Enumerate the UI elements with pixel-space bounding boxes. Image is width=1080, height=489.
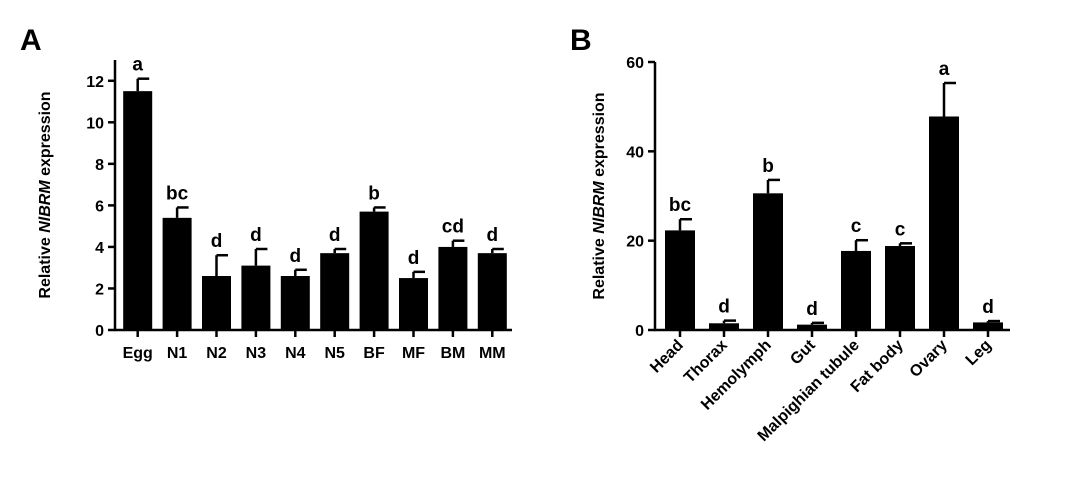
bar-gut — [797, 324, 827, 330]
x-tick-label-leg: Leg — [963, 337, 995, 369]
y-tick-label: 8 — [95, 157, 104, 174]
significance-label-n3: d — [250, 225, 262, 246]
significance-label-bm: cd — [442, 217, 464, 238]
bar-mm — [477, 253, 507, 330]
bar-n5 — [320, 253, 350, 330]
significance-label-malpighian-tubule: c — [851, 216, 862, 237]
x-tick-label-ovary: Ovary — [907, 337, 951, 381]
bar-mf — [399, 278, 428, 330]
significance-label-egg: a — [132, 55, 143, 76]
x-tick-label-mf: MF — [402, 345, 425, 362]
bar-egg — [123, 91, 153, 331]
y-tick-label: 10 — [86, 115, 104, 132]
bar-hemolymph — [753, 193, 783, 330]
y-tick-label: 2 — [95, 281, 104, 298]
bar-n3 — [241, 265, 271, 330]
y-axis-title: Relative NlBRM expression — [37, 91, 54, 298]
x-tick-label-egg: Egg — [123, 345, 153, 362]
bar-leg — [973, 322, 1003, 330]
x-tick-label-head: Head — [647, 337, 687, 377]
x-tick-label-n3: N3 — [246, 345, 267, 362]
significance-label-n1: bc — [166, 183, 189, 204]
bar-bf — [359, 211, 389, 330]
significance-label-hemolymph: b — [762, 156, 774, 177]
significance-label-ovary: a — [939, 59, 950, 80]
x-tick-label-mm: MM — [479, 345, 506, 362]
significance-label-thorax: d — [718, 297, 730, 318]
y-tick-label: 60 — [626, 55, 644, 72]
x-tick-label-n2: N2 — [206, 345, 227, 362]
significance-label-n2: d — [211, 231, 223, 252]
bar-thorax — [709, 323, 739, 330]
bar-fat-body — [885, 246, 915, 330]
y-tick-label: 40 — [626, 144, 644, 161]
significance-label-fat-body: c — [895, 219, 906, 240]
bar-n4 — [280, 276, 310, 330]
x-tick-label-gut: Gut — [787, 336, 819, 368]
x-tick-label-n1: N1 — [167, 345, 188, 362]
bar-malpighian-tubule — [841, 250, 871, 330]
bar-head — [665, 230, 695, 330]
x-tick-label-bf: BF — [363, 345, 385, 362]
y-tick-label: 20 — [626, 234, 644, 251]
bar-n2 — [202, 276, 231, 330]
y-tick-label: 0 — [95, 323, 104, 340]
significance-label-mm: d — [486, 225, 498, 246]
significance-label-n5: d — [329, 225, 341, 246]
y-tick-label: 4 — [95, 240, 104, 257]
x-tick-label-n4: N4 — [285, 345, 306, 362]
y-axis-title: Relative NlBRM expression — [591, 92, 608, 299]
panel-label-b: B — [570, 24, 592, 57]
significance-label-bf: b — [368, 183, 380, 204]
panel-label-a: A — [20, 24, 42, 57]
significance-label-gut: d — [806, 299, 818, 320]
significance-label-head: bc — [669, 195, 692, 216]
significance-label-n4: d — [289, 246, 301, 267]
x-tick-label-bm: BM — [440, 345, 465, 362]
y-tick-label: 6 — [95, 198, 104, 215]
y-tick-label: 12 — [86, 74, 104, 91]
significance-label-mf: d — [408, 248, 420, 269]
x-tick-label-n5: N5 — [324, 345, 345, 362]
bar-ovary — [929, 116, 959, 330]
significance-label-leg: d — [982, 297, 994, 318]
bar-n1 — [162, 217, 192, 330]
bar-bm — [438, 246, 468, 330]
y-tick-label: 0 — [635, 323, 644, 340]
